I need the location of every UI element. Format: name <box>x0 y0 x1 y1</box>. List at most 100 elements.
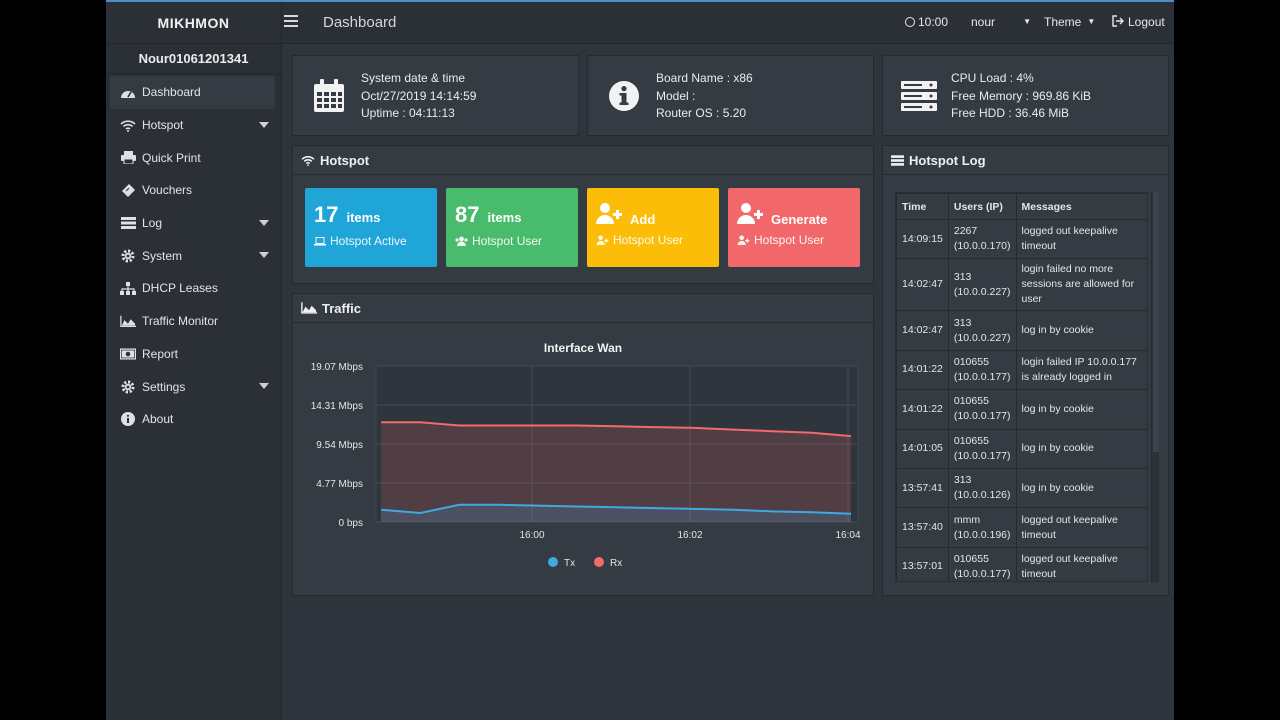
add-user-tile[interactable]: Add Hotspot User <box>587 188 719 267</box>
sidebar-item-label: Vouchers <box>142 183 193 198</box>
log-user-name: 313 <box>953 270 972 283</box>
x-tick-label: 16:00 <box>519 530 544 541</box>
laptop-icon <box>314 236 326 246</box>
log-user: 313 (10.0.0.227) <box>947 258 1017 312</box>
caret-down-icon <box>259 252 269 259</box>
log-table-body: 14:09:15 2267 (10.0.0.170) logged out keepa… <box>896 218 1147 581</box>
logout-button[interactable]: Logout <box>1112 15 1165 29</box>
log-message: login failed no more sessions are allowe… <box>1015 258 1147 312</box>
generate-users-tile[interactable]: Generate Hotspot User <box>728 188 860 267</box>
sidebar-item-system[interactable]: System <box>110 239 275 272</box>
log-message: logged out keepalive timeout <box>1015 507 1147 548</box>
menu-toggle-icon[interactable] <box>284 15 298 27</box>
log-message: log in by cookie <box>1015 467 1147 509</box>
sidebar-item-log[interactable]: Log <box>110 207 275 240</box>
info-line: Board Name : x86 <box>656 71 753 85</box>
log-user: 010655 (10.0.0.177) <box>947 389 1017 430</box>
hotspot-log-title: Hotspot Log <box>909 152 986 168</box>
log-user-name: 313 <box>953 316 972 329</box>
log-scrollbar[interactable] <box>1151 192 1159 582</box>
table-row: 14:01:22 010655 (10.0.0.177) log in by cook… <box>896 389 1147 430</box>
sitemap-icon <box>120 281 136 295</box>
calendar-icon <box>309 76 349 116</box>
log-time: 13:57:41 <box>896 467 949 509</box>
sidebar-item-dhcp-leases[interactable]: DHCP Leases <box>110 272 275 305</box>
sidebar-item-label: System <box>142 248 183 263</box>
hotspot-active-tile[interactable]: 17 items Hotspot Active <box>305 188 437 267</box>
info-circle-icon <box>120 412 136 427</box>
logout-label: Logout <box>1128 15 1165 29</box>
tile-sub-label: Hotspot Active <box>330 234 407 248</box>
hotspot-users-tile[interactable]: 87 items Hotspot User <box>446 188 578 267</box>
log-user-ip: (10.0.0.196) <box>953 528 1011 541</box>
logout-icon <box>1112 15 1124 27</box>
sidebar-item-quick-print[interactable]: Quick Print <box>110 141 275 174</box>
user-plus-icon <box>737 235 750 245</box>
info-line: Oct/27/2019 14:14:59 <box>361 88 477 103</box>
table-row: 14:02:47 313 (10.0.0.227) login failed no m… <box>896 258 1147 312</box>
info-line: Free Memory : 969.86 KiB <box>951 88 1092 103</box>
log-user-ip: (10.0.0.126) <box>953 489 1011 502</box>
tile-word: Generate <box>771 212 828 227</box>
log-user-name: 010655 <box>953 395 989 408</box>
log-table-container[interactable]: Time Users (IP) Messages 14:09:15 2267 (10… <box>895 192 1148 582</box>
hotspot-panel-header: Hotspot <box>293 146 873 175</box>
table-row: 13:57:01 010655 (10.0.0.177) logged out kee… <box>896 546 1147 581</box>
log-user-ip: (10.0.0.177) <box>953 370 1011 383</box>
sidebar-item-about[interactable]: About <box>110 403 275 436</box>
log-user: 2267 (10.0.0.170) <box>947 218 1017 260</box>
log-message: logged out keepalive timeout <box>1015 546 1147 581</box>
theme-select-label: Theme <box>1044 15 1082 29</box>
tile-count: 87 <box>455 202 480 227</box>
table-row: 14:01:22 010655 (10.0.0.177) login failed I… <box>896 349 1147 391</box>
user-plus-icon <box>737 203 763 224</box>
traffic-panel-title: Traffic <box>322 300 362 316</box>
x-tick-label: 16:02 <box>677 530 702 541</box>
log-user: mmm (10.0.0.196) <box>947 507 1017 548</box>
caret-down-icon <box>259 121 269 128</box>
chevron-down-icon: ▼ <box>1087 17 1096 26</box>
sidebar-item-traffic-monitor[interactable]: Traffic Monitor <box>110 305 275 338</box>
log-user: 010655 (10.0.0.177) <box>947 349 1017 391</box>
server-icon <box>899 76 939 116</box>
money-icon <box>120 347 136 361</box>
clock: 10:00 <box>905 15 948 29</box>
table-row: 13:57:40 mmm (10.0.0.196) logged out keepal… <box>896 507 1147 548</box>
series-area-rx <box>381 422 851 522</box>
sidebar-item-hotspot[interactable]: Hotspot <box>110 109 275 142</box>
sidebar-item-settings[interactable]: Settings <box>110 370 275 403</box>
mikhmon-app: MIKHMON Dashboard 10:00 nour ▼ Theme ▼ L… <box>106 0 1174 720</box>
series-line-rx <box>381 421 852 438</box>
theme-select[interactable]: Theme ▼ <box>1044 15 1095 29</box>
sidebar-item-vouchers[interactable]: Vouchers <box>110 174 275 207</box>
log-user-name: 2267 <box>953 225 978 238</box>
log-time: 13:57:01 <box>896 546 949 581</box>
tile-sub-label: Hotspot User <box>754 233 825 247</box>
hotspot-panel: Hotspot 17 items Hotspot Active 87 items H… <box>292 145 874 284</box>
log-time: 14:09:15 <box>896 218 949 260</box>
log-user: 010655 (10.0.0.177) <box>947 546 1017 581</box>
log-message: logged out keepalive timeout <box>1015 218 1147 260</box>
clock-time: 10:00 <box>918 15 949 29</box>
tile-word: items <box>346 210 381 225</box>
wifi-icon <box>120 118 136 132</box>
log-user-name: 010655 <box>953 434 989 447</box>
log-user: 010655 (10.0.0.177) <box>947 428 1017 469</box>
legend-marker-rx <box>594 557 604 567</box>
traffic-panel-header: Traffic <box>293 294 873 323</box>
traffic-panel: Traffic Interface Wan 19.07 Mbps 14.31 Mb… <box>292 293 874 596</box>
log-user-ip: (10.0.0.170) <box>953 240 1011 253</box>
info-line: Model : <box>656 88 696 103</box>
y-tick-label: 4.77 Mbps <box>316 479 363 490</box>
area-chart-icon <box>120 314 136 328</box>
log-message: login failed IP 10.0.0.177 is already lo… <box>1015 349 1147 391</box>
user-select[interactable]: nour ▼ <box>971 15 1031 29</box>
area-chart-icon <box>301 302 317 314</box>
y-tick-label: 14.31 Mbps <box>311 401 363 412</box>
brand-logo[interactable]: MIKHMON <box>106 2 282 44</box>
sidebar-item-report[interactable]: Report <box>110 338 275 371</box>
list-icon <box>120 216 136 230</box>
sidebar-item-dashboard[interactable]: Dashboard <box>110 76 275 109</box>
log-scrollbar-thumb[interactable] <box>1153 192 1159 452</box>
table-row: 14:02:47 313 (10.0.0.227) log in by cookie <box>896 310 1147 351</box>
